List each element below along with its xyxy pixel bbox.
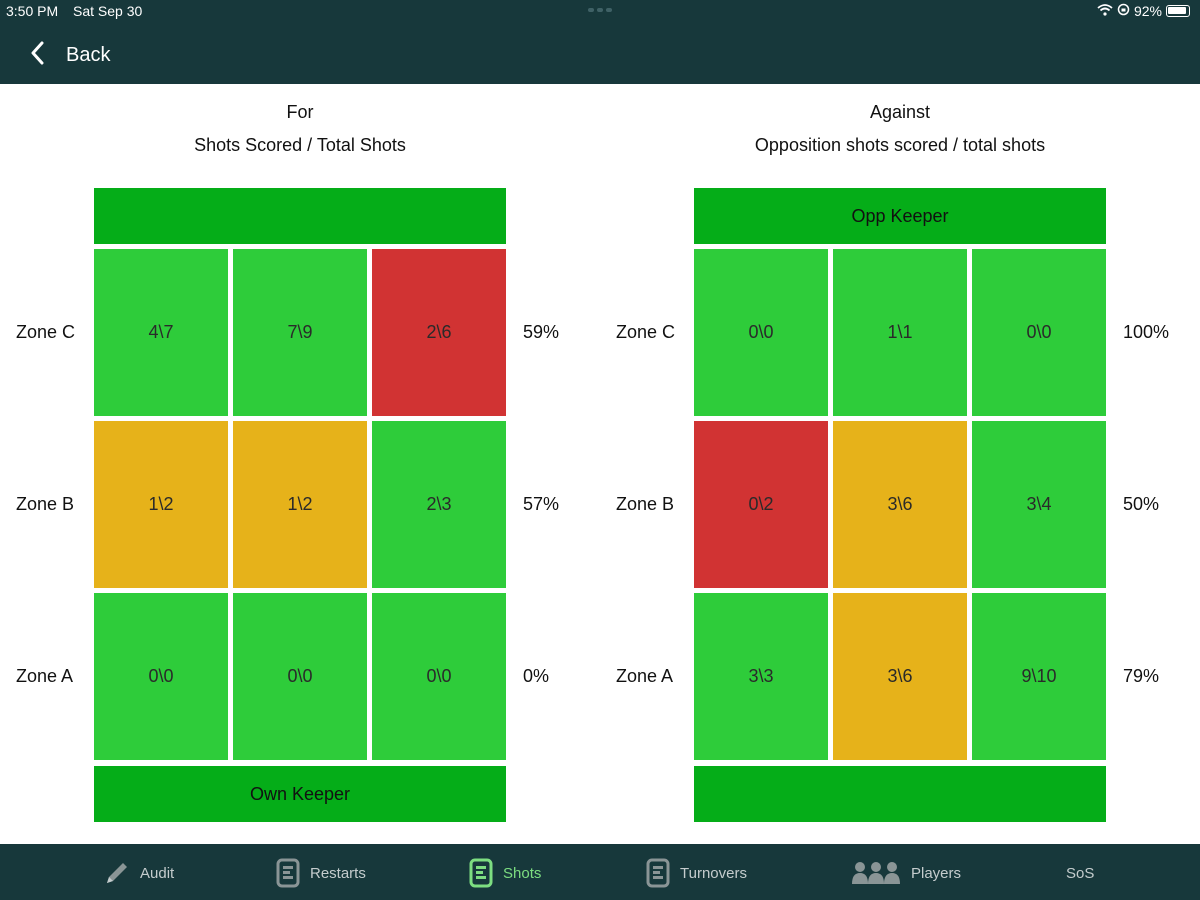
against-subtitle: Opposition shots scored / total shots xyxy=(754,135,1046,155)
zone-label: Zone A xyxy=(16,666,74,686)
opp-keeper-zone[interactable]: Opp Keeper xyxy=(694,188,1106,244)
zone-label: Zone A xyxy=(616,666,674,686)
for-subtitle: Shots Scored / Total Shots xyxy=(194,135,406,155)
own-keeper-zone[interactable]: Own Keeper xyxy=(94,766,506,822)
for-cell-b2[interactable]: 1\2 xyxy=(233,421,367,588)
battery-icon xyxy=(1166,5,1190,17)
tab-audit[interactable]: Audit xyxy=(104,856,174,890)
zone-percentage: 79% xyxy=(1123,666,1160,686)
tab-label: Turnovers xyxy=(680,864,747,882)
document-icon xyxy=(469,858,493,888)
status-bar: 3:50 PM Sat Sep 30 92% xyxy=(0,0,1200,24)
tab-label: SoS xyxy=(1066,864,1095,882)
tab-players[interactable]: Players xyxy=(851,856,961,890)
back-label: Back xyxy=(66,43,111,66)
against-cell-c3[interactable]: 0\0 xyxy=(972,249,1106,416)
orientation-lock-icon xyxy=(1117,3,1130,19)
against-cell-b2[interactable]: 3\6 xyxy=(833,421,967,588)
for-cell-c1[interactable]: 4\7 xyxy=(94,249,228,416)
against-cell-b3[interactable]: 3\4 xyxy=(972,421,1106,588)
against-cell-a3[interactable]: 9\10 xyxy=(972,593,1106,760)
against-title: Against xyxy=(869,102,931,122)
tab-turnovers[interactable]: Turnovers xyxy=(646,856,747,890)
against-cell-a2[interactable]: 3\6 xyxy=(833,593,967,760)
zone-percentage: 50% xyxy=(1123,494,1160,514)
battery-percent: 92% xyxy=(1133,3,1162,19)
zone-percentage: 0% xyxy=(523,666,550,686)
for-cell-a3[interactable]: 0\0 xyxy=(372,593,506,760)
status-icons: 92% xyxy=(1097,3,1190,19)
for-top-keeper-zone[interactable] xyxy=(94,188,506,244)
chevron-left-icon xyxy=(30,41,44,70)
against-cell-b1[interactable]: 0\2 xyxy=(694,421,828,588)
zone-percentage: 59% xyxy=(523,322,560,342)
back-button[interactable]: Back xyxy=(30,40,110,70)
pencil-icon xyxy=(104,860,130,886)
for-cell-a2[interactable]: 0\0 xyxy=(233,593,367,760)
tab-restarts[interactable]: Restarts xyxy=(276,856,366,890)
for-cell-c2[interactable]: 7\9 xyxy=(233,249,367,416)
zone-label: Zone C xyxy=(616,322,676,342)
against-bottom-keeper-zone[interactable] xyxy=(694,766,1106,822)
multitasking-dots-icon[interactable] xyxy=(588,8,614,14)
tab-shots[interactable]: Shots xyxy=(469,856,541,890)
tab-label: Audit xyxy=(140,864,175,882)
for-cell-b3[interactable]: 2\3 xyxy=(372,421,506,588)
against-cell-c2[interactable]: 1\1 xyxy=(833,249,967,416)
status-date: Sat Sep 30 xyxy=(73,3,143,19)
tab-bar: Audit Restarts Shots Turnovers Players S… xyxy=(0,844,1200,900)
document-icon xyxy=(276,858,300,888)
zone-label: Zone B xyxy=(16,494,75,514)
for-cell-a1[interactable]: 0\0 xyxy=(94,593,228,760)
for-cell-b1[interactable]: 1\2 xyxy=(94,421,228,588)
zone-label: Zone B xyxy=(616,494,675,514)
for-title: For xyxy=(286,102,314,122)
status-time: 3:50 PM xyxy=(6,3,59,19)
against-cell-c1[interactable]: 0\0 xyxy=(694,249,828,416)
tab-label: Restarts xyxy=(310,864,366,882)
zone-percentage: 100% xyxy=(1123,322,1170,342)
zone-percentage: 57% xyxy=(523,494,560,514)
tab-sos[interactable]: SoS xyxy=(1066,856,1094,890)
tab-label: Players xyxy=(911,864,962,882)
for-cell-c3[interactable]: 2\6 xyxy=(372,249,506,416)
navigation-bar: Back xyxy=(0,24,1200,84)
tab-label: Shots xyxy=(503,864,542,882)
people-icon xyxy=(851,860,901,886)
against-cell-a1[interactable]: 3\3 xyxy=(694,593,828,760)
document-icon xyxy=(646,858,670,888)
zone-label: Zone C xyxy=(16,322,76,342)
wifi-icon xyxy=(1097,3,1113,19)
